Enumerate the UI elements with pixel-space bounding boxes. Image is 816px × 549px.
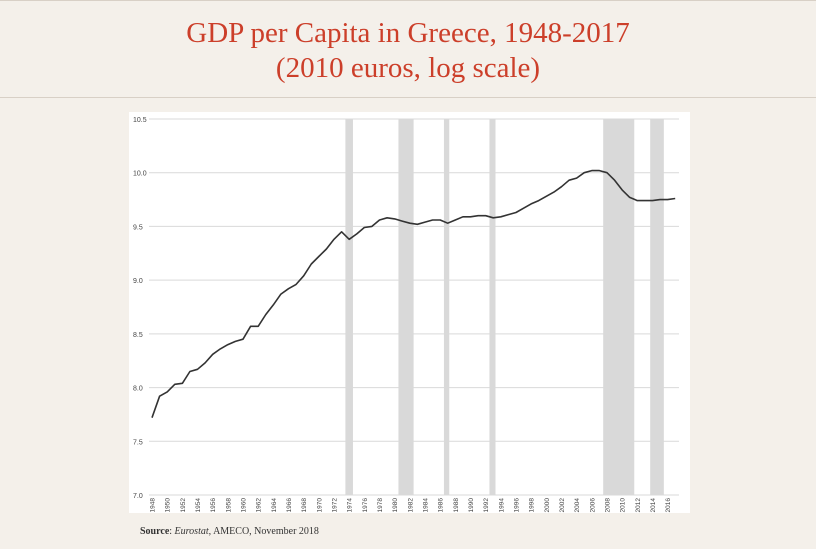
x-tick-label-8: 1964 — [271, 498, 278, 513]
x-tick-label-30: 2008 — [604, 498, 611, 513]
x-tick-label-29: 2006 — [589, 498, 596, 513]
x-tick-label-4: 1956 — [210, 498, 217, 513]
x-tick-label-0: 1948 — [150, 498, 157, 513]
x-tick-label-28: 2004 — [574, 498, 581, 513]
gdp-chart: 7.0 7.5 8.0 8.5 9.0 9.5 10.0 10.5 1948 1950 1952 19… — [133, 117, 679, 513]
x-tick-label-7: 1962 — [256, 498, 263, 513]
x-tick-label-27: 2002 — [559, 498, 566, 513]
y-tick-label-3: 8.5 — [133, 332, 143, 339]
y-tick-label-6: 10.0 — [133, 171, 147, 178]
x-tick-label-25: 1998 — [529, 498, 536, 513]
x-tick-label-23: 1994 — [498, 498, 505, 513]
y-tick-label-4: 9.0 — [133, 278, 143, 285]
x-tick-label-6: 1960 — [241, 498, 248, 513]
recession-band-4 — [603, 119, 635, 495]
title-line-2: (2010 euros, log scale) — [275, 52, 541, 84]
x-tick-label-20: 1988 — [453, 498, 460, 513]
x-tick-label-18: 1984 — [422, 498, 429, 513]
x-tick-label-12: 1972 — [332, 498, 339, 513]
x-tick-label-24: 1996 — [513, 498, 520, 513]
x-tick-label-32: 2012 — [635, 498, 642, 513]
x-tick-label-21: 1990 — [468, 498, 475, 513]
recession-band-2 — [443, 119, 450, 495]
x-tick-label-1: 1950 — [165, 498, 172, 513]
y-tick-label-7: 10.5 — [133, 117, 147, 124]
source-label: Source — [140, 526, 170, 537]
x-tick-label-33: 2014 — [650, 498, 657, 513]
x-tick-label-2: 1952 — [180, 498, 187, 513]
top-divider — [0, 0, 816, 1]
x-tick-label-17: 1982 — [407, 498, 414, 513]
x-tick-label-11: 1970 — [316, 498, 323, 513]
source-italic: Eurostat, — [174, 526, 212, 537]
recession-band-1 — [398, 119, 414, 495]
y-tick-label-1: 7.5 — [133, 439, 143, 446]
y-tick-label-5: 9.5 — [133, 224, 143, 231]
gdp-series-line — [151, 169, 676, 418]
source-rest: AMECO, November 2018 — [211, 526, 319, 537]
y-tick-label-2: 8.0 — [133, 386, 143, 393]
title-divider — [0, 97, 816, 98]
x-tick-label-10: 1968 — [301, 498, 308, 513]
recession-band-0 — [345, 119, 353, 495]
x-tick-label-34: 2016 — [665, 498, 672, 513]
x-tick-label-31: 2010 — [620, 498, 627, 513]
x-tick-label-13: 1974 — [347, 498, 354, 513]
recession-band-5 — [650, 119, 664, 495]
x-tick-label-19: 1986 — [438, 498, 445, 513]
y-tick-label-0: 7.0 — [133, 493, 143, 500]
x-tick-label-14: 1976 — [362, 498, 369, 513]
chart-panel: 7.0 7.5 8.0 8.5 9.0 9.5 10.0 10.5 1948 1950 1952 19… — [129, 112, 690, 513]
x-tick-label-26: 2000 — [544, 498, 551, 513]
source-sep: : — [169, 526, 175, 537]
source-note: Source: Eurostat, AMECO, November 2018 — [140, 526, 319, 537]
x-tick-label-9: 1966 — [286, 498, 293, 513]
x-tick-label-22: 1992 — [483, 498, 490, 513]
x-tick-label-16: 1980 — [392, 498, 399, 513]
title-line-1: GDP per Capita in Greece, 1948-2017 — [186, 17, 630, 49]
x-tick-label-5: 1958 — [225, 498, 232, 513]
page-title: GDP per Capita in Greece, 1948-2017 (201… — [0, 16, 816, 86]
recession-band-3 — [489, 119, 496, 495]
x-tick-label-3: 1954 — [195, 498, 202, 513]
x-tick-label-15: 1978 — [377, 498, 384, 513]
